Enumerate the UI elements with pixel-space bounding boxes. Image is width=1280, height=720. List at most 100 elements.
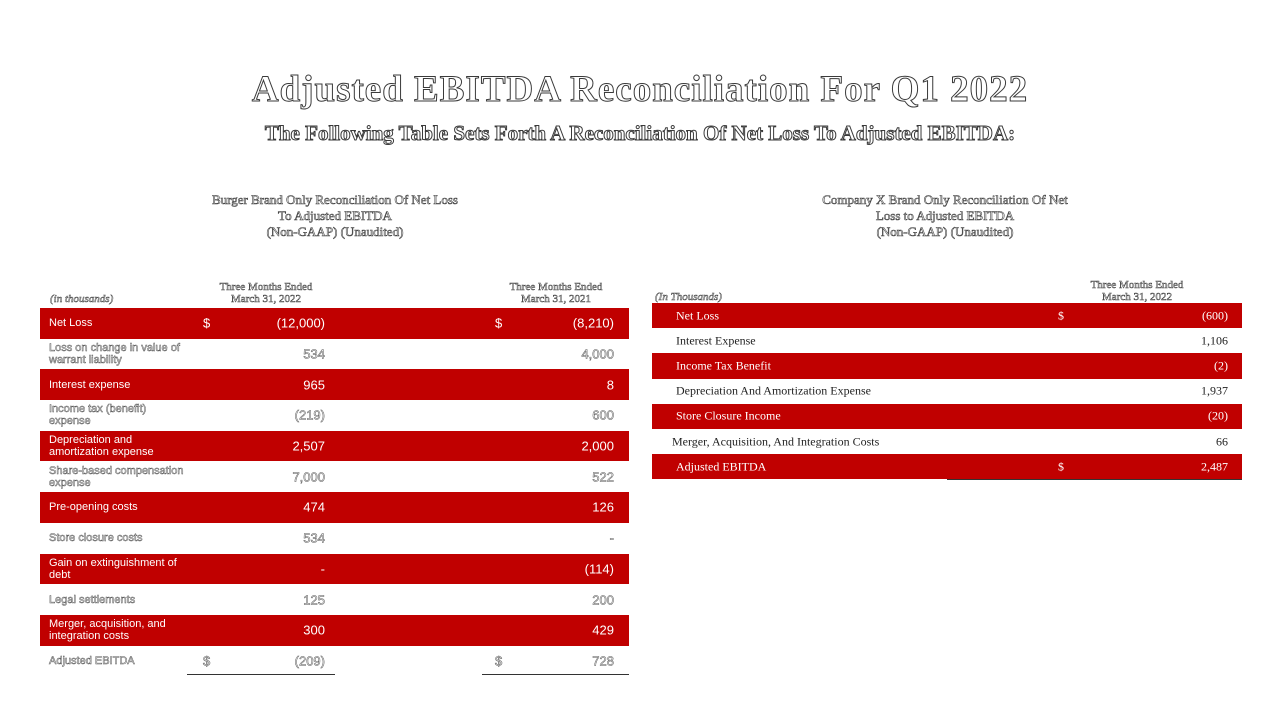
value-2022: (219) — [294, 407, 325, 424]
table-row: Merger, Acquisition, And Integration Cos… — [652, 428, 1242, 455]
value-2021: 4,000 — [581, 346, 614, 362]
row-label: Income Tax Benefit — [676, 358, 771, 373]
left-col2-line2: March 31, 2021 — [521, 293, 591, 306]
value-2022: 125 — [303, 592, 325, 608]
table-row: Store closure costs 534 - — [40, 522, 629, 554]
value-2022: 534 — [303, 530, 325, 546]
right-heading-line3: (Non-GAAP) (Unaudited) — [876, 224, 1014, 240]
value-2022: 66 — [1216, 434, 1228, 449]
table-row: Loss on change in value of warrant liabi… — [40, 338, 629, 370]
row-label: Store closure costs — [49, 532, 143, 545]
value-2022: 7,000 — [292, 469, 325, 485]
value-2021: 8 — [606, 377, 614, 393]
row-label: Interest expense — [49, 378, 131, 391]
value-2021: 200 — [592, 592, 614, 608]
row-label: Net Loss — [49, 317, 93, 330]
value-2022: - — [320, 561, 325, 577]
row-label: Income tax (benefit) expense — [49, 403, 147, 428]
left-col1-header: Three Months Ended March 31, 2022 — [186, 281, 346, 306]
page-subtitle: The Following Table Sets Forth A Reconci… — [264, 121, 1016, 146]
left-heading-line3: (Non-GAAP) (Unaudited) — [266, 224, 404, 240]
right-table-heading: Company X Brand Only Reconciliation Of N… — [790, 192, 1100, 240]
page-title: Adjusted EBITDA Reconciliation For Q1 20… — [251, 69, 1029, 111]
dollar-sign: $ — [495, 653, 503, 669]
right-col1-line1: Three Months Ended — [1090, 279, 1184, 292]
value-2022: 1,937 — [1201, 383, 1228, 398]
value-2022: (600) — [1202, 308, 1228, 323]
row-label: Net Loss — [676, 308, 719, 323]
right-heading-line1: Company X Brand Only Reconciliation Of N… — [822, 192, 1068, 208]
table-row-total: Adjusted EBITDA $ 2,487 — [652, 454, 1242, 480]
value-2022: 300 — [303, 622, 325, 638]
value-2021: 2,000 — [581, 438, 614, 454]
row-label: Depreciation and amortization expense — [49, 434, 154, 459]
table-row: Interest expense 965 8 — [40, 369, 629, 401]
total-underline — [947, 479, 1242, 480]
right-units-label: (In Thousands) — [655, 291, 722, 304]
right-heading-line2: Loss to Adjusted EBITDA — [875, 208, 1015, 224]
dollar-sign: $ — [203, 653, 211, 669]
left-col1-line1: Three Months Ended — [219, 281, 313, 294]
value-2021: 728 — [592, 653, 614, 669]
row-label: Legal settlements — [49, 593, 136, 606]
table-row: Merger, acquisition, and integration cos… — [40, 614, 629, 646]
row-label: Depreciation And Amortization Expense — [676, 383, 871, 398]
table-row: Depreciation and amortization expense 2,… — [40, 430, 629, 462]
table-row: Share-based compensation expense 7,000 5… — [40, 461, 629, 493]
dollar-sign: $ — [1058, 459, 1064, 474]
dollar-sign: $ — [1058, 308, 1064, 323]
right-col1-line2: March 31, 2022 — [1102, 291, 1172, 304]
left-table-heading: Burger Brand Only Reconciliation Of Net … — [180, 192, 490, 240]
table-row: Interest Expense 1,106 — [652, 328, 1242, 354]
value-2021: 522 — [592, 469, 614, 485]
table-row: Net Loss $ (600) — [652, 303, 1242, 329]
row-label: Merger, acquisition, and integration cos… — [49, 618, 166, 643]
value-2022: (209) — [294, 653, 325, 669]
table-row: Depreciation And Amortization Expense 1,… — [652, 378, 1242, 404]
table-row: Income Tax Benefit (2) — [652, 353, 1242, 379]
left-reconciliation-table: Net Loss $ (12,000) $ (8,210) Loss on ch… — [40, 308, 629, 677]
value-2021: 126 — [592, 499, 614, 515]
left-heading-line2: To Adjusted EBITDA — [278, 208, 393, 224]
value-2022: (2) — [1214, 358, 1228, 373]
left-units-label: (in thousands) — [50, 293, 114, 306]
left-col1-line2: March 31, 2022 — [231, 293, 301, 306]
table-row: Legal settlements 125 200 — [40, 584, 629, 615]
table-row: Income tax (benefit) expense (219) 600 — [40, 400, 629, 431]
right-reconciliation-table: Net Loss $ (600) Interest Expense 1,106 … — [652, 303, 1242, 480]
value-2021: (114) — [584, 561, 614, 577]
row-label: Merger, Acquisition, And Integration Cos… — [672, 434, 880, 449]
value-2022: 2,507 — [292, 438, 325, 454]
row-label: Loss on change in value of warrant liabi… — [49, 342, 180, 367]
total-underline — [482, 674, 629, 675]
row-label: Adjusted EBITDA — [676, 459, 767, 474]
value-2022: 474 — [303, 499, 325, 515]
left-heading-line1: Burger Brand Only Reconciliation Of Net … — [212, 192, 459, 208]
left-col2-header: Three Months Ended March 31, 2021 — [476, 281, 636, 306]
value-2021: 600 — [592, 407, 614, 424]
value-2022: 534 — [303, 346, 325, 362]
table-row-total: Adjusted EBITDA $ (209) $ 728 — [40, 645, 629, 677]
value-2022: (20) — [1208, 408, 1228, 423]
row-label: Adjusted EBITDA — [49, 654, 135, 668]
right-col1-header: Three Months Ended March 31, 2022 — [1057, 279, 1217, 304]
value-2021: 429 — [592, 622, 614, 638]
table-row: Gain on extinguishment of debt - (114) — [40, 553, 629, 585]
value-2022: 1,106 — [1201, 333, 1228, 348]
row-label: Pre-opening costs — [49, 501, 138, 514]
dollar-sign: $ — [495, 315, 503, 331]
table-row: Pre-opening costs 474 126 — [40, 492, 629, 523]
total-underline — [187, 674, 335, 675]
value-2021: - — [609, 530, 614, 546]
value-2022: (12,000) — [276, 315, 325, 331]
table-row: Store Closure Income (20) — [652, 403, 1242, 429]
left-col2-line1: Three Months Ended — [509, 281, 603, 294]
value-2021: (8,210) — [572, 315, 614, 331]
value-2022: 965 — [303, 377, 325, 393]
row-label: Share-based compensation expense — [49, 464, 184, 490]
row-label: Interest Expense — [676, 333, 756, 348]
table-row: Net Loss $ (12,000) $ (8,210) — [40, 308, 629, 339]
value-2022: 2,487 — [1201, 459, 1228, 474]
dollar-sign: $ — [203, 315, 211, 331]
row-label: Gain on extinguishment of debt — [49, 556, 177, 581]
